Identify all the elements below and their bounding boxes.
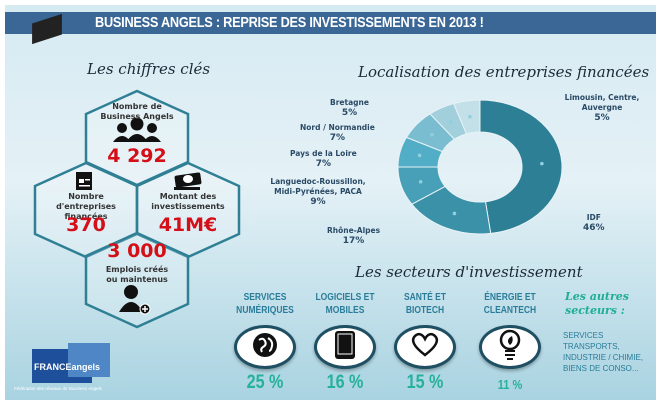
- slice-marker-2: [452, 211, 457, 216]
- sector-icon-badge: [394, 325, 456, 369]
- label-limousin: Limousin, Centre, Auvergne 5%: [564, 93, 640, 123]
- hexagon-grid: [33, 89, 241, 329]
- label-nord: Nord / Normandie 7%: [300, 123, 375, 143]
- companies-label: Nombre d'entreprises financées: [56, 192, 116, 221]
- sector-title: LOGICIELS ET MOBILES: [315, 292, 375, 316]
- jobs-value: 3 000: [107, 240, 167, 262]
- donut-chart: [397, 99, 563, 235]
- business-angels-label: Nombre de Business Angels: [100, 102, 174, 121]
- key-figures-heading: Les chiffres clés: [87, 60, 211, 78]
- heart-icon: [410, 332, 440, 362]
- slice-marker-4: [417, 153, 422, 158]
- jobs-label: Emplois créés ou maintenus: [105, 265, 169, 284]
- sector-percentage: 11 %: [497, 377, 523, 392]
- business-angels-value: 4 292: [107, 145, 167, 167]
- label-idf: IDF 46%: [583, 213, 605, 233]
- sector-percentage: 16 %: [326, 372, 364, 393]
- page-title: BUSINESS ANGELS : REPRISE DES INVESTISSE…: [95, 14, 484, 31]
- title-banner: [5, 12, 656, 34]
- donut-slice-7: [452, 99, 481, 135]
- other-sectors-heading: Les autres secteurs :: [565, 290, 629, 317]
- chart-title: Localisation des entreprises financées: [358, 63, 650, 81]
- label-pays-de-la-loire: Pays de la Loire 7%: [290, 149, 357, 169]
- label-rhone-alpes: Rhône-Alpes 17%: [327, 226, 381, 246]
- sector-icon-badge: [234, 325, 296, 369]
- add-user-icon: [119, 285, 151, 315]
- donut-slice-1: [479, 99, 563, 234]
- slice-marker-7: [468, 114, 472, 119]
- sector-title: SERVICES NUMÉRIQUES: [236, 292, 294, 316]
- sectors-heading: Les secteurs d'investissement: [355, 263, 583, 281]
- sector-icon-badge: [314, 325, 376, 369]
- tablet-icon: [333, 330, 357, 364]
- globe-icon: [251, 331, 279, 363]
- slice-marker-5: [430, 132, 434, 137]
- label-languedoc: Languedoc-Roussillon, Midi-Pyrénées, PAC…: [270, 177, 366, 207]
- group-icon: [113, 117, 161, 142]
- slice-marker-6: [448, 120, 453, 124]
- slice-marker-1: [540, 161, 544, 166]
- label-bretagne: Bretagne 5%: [330, 98, 369, 118]
- franceangels-logo: FRANCEangels: [32, 343, 110, 383]
- companies-value: 370: [66, 214, 106, 236]
- sector-percentage: 15 %: [406, 372, 444, 393]
- money-icon: [174, 172, 202, 190]
- sector-title: SANTÉ ET BIOTECH: [403, 292, 447, 316]
- document-icon: [76, 172, 92, 190]
- investments-value: 41M€: [158, 214, 218, 236]
- slice-marker-3: [418, 180, 423, 184]
- logo-tagline: Fédération des réseaux de Business Angel…: [14, 386, 102, 391]
- hexagon-jobs: [84, 231, 190, 329]
- lightbulb-icon: [498, 329, 522, 365]
- sector-percentage: 25 %: [246, 372, 284, 393]
- sector-title: ÉNERGIE ET CLEANTECH: [483, 292, 537, 316]
- sector-icon-badge: [479, 325, 541, 369]
- investments-label: Montant des investissements: [151, 192, 225, 211]
- other-sectors-text: SERVICES TRANSPORTS, INDUSTRIE / CHIMIE,…: [563, 331, 644, 373]
